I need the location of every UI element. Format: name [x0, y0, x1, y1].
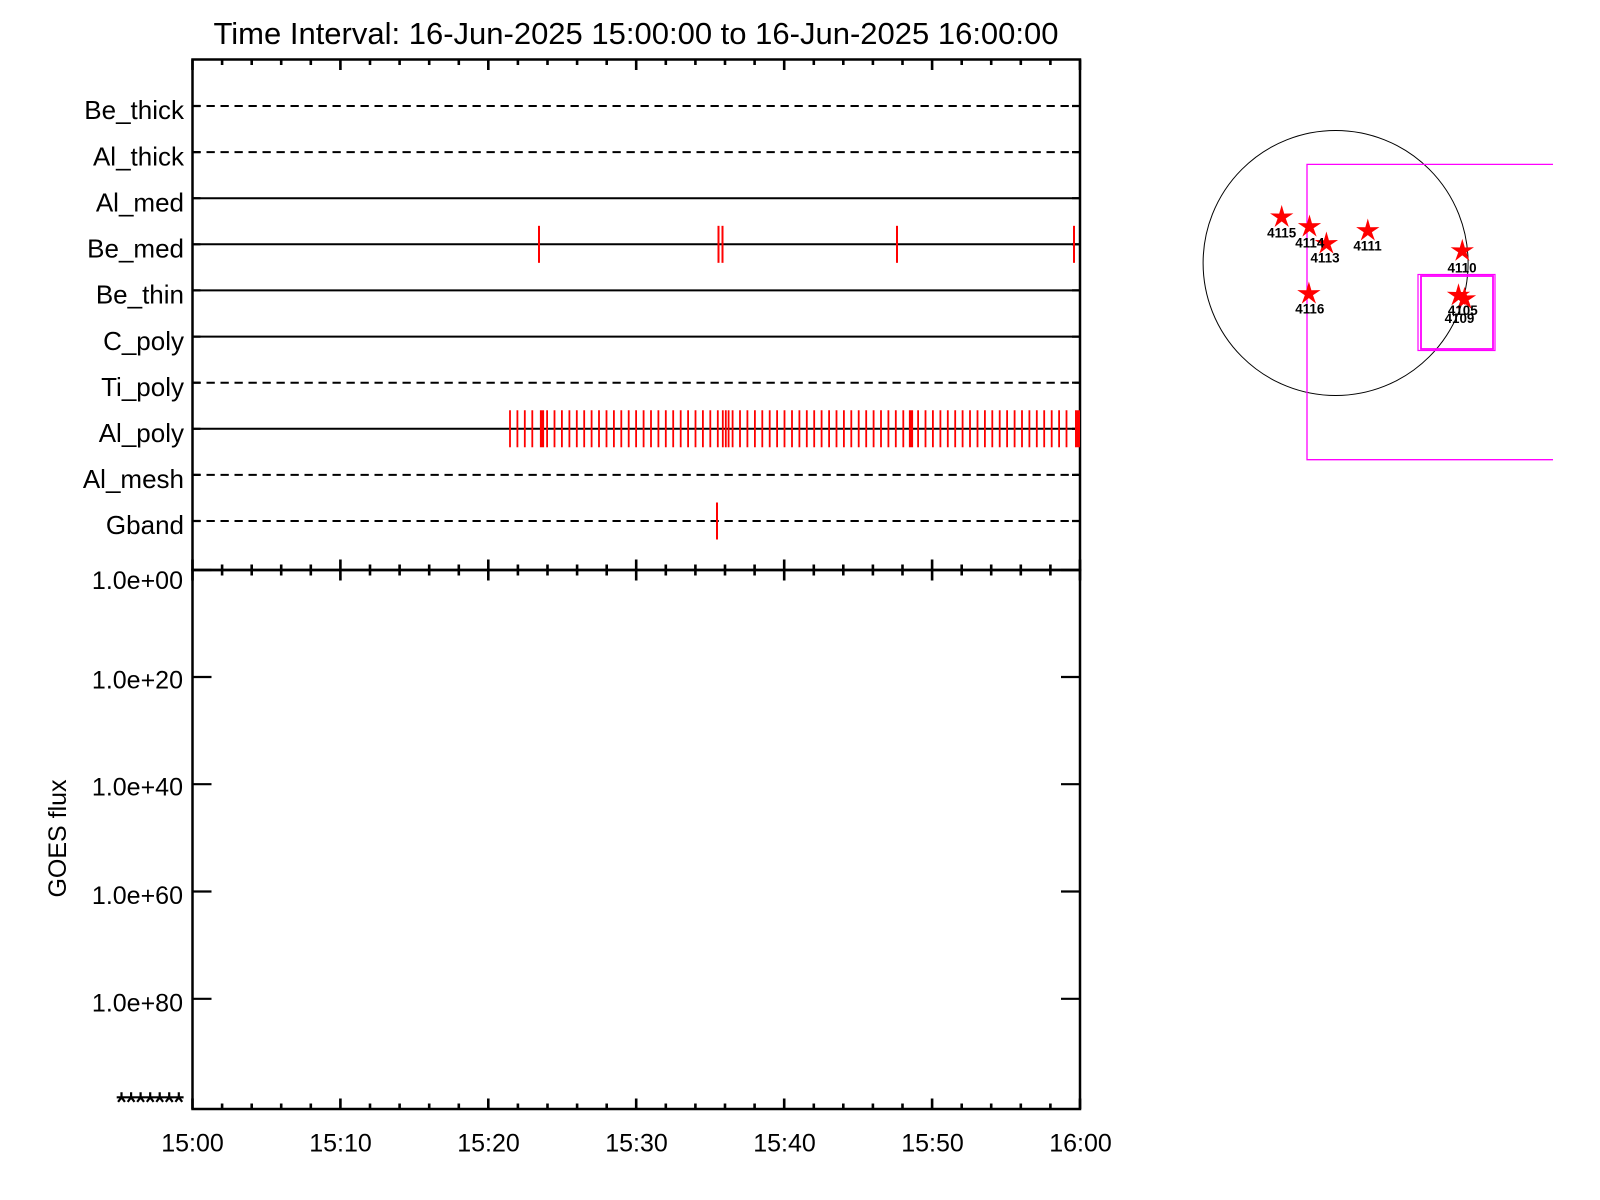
svg-text:15:30: 15:30	[605, 1130, 668, 1158]
svg-text:15:40: 15:40	[753, 1130, 816, 1158]
svg-text:Be_thick: Be_thick	[84, 95, 185, 125]
svg-text:4113: 4113	[1310, 251, 1339, 266]
svg-text:4115: 4115	[1267, 226, 1297, 241]
svg-text:Al_med: Al_med	[96, 187, 184, 217]
svg-text:4111: 4111	[1353, 238, 1382, 253]
svg-text:Al_thick: Al_thick	[93, 141, 185, 171]
svg-text:4116: 4116	[1295, 301, 1324, 316]
svg-text:4110: 4110	[1447, 261, 1476, 276]
svg-text:1.0e+40: 1.0e+40	[92, 774, 183, 802]
svg-text:Time Interval: 16-Jun-2025 15:: Time Interval: 16-Jun-2025 15:00:00 to 1…	[213, 16, 1058, 51]
svg-text:4114: 4114	[1295, 236, 1325, 251]
svg-text:GOES flux: GOES flux	[44, 779, 72, 898]
svg-text:4109: 4109	[1445, 311, 1475, 326]
svg-text:16:00: 16:00	[1049, 1130, 1112, 1158]
svg-text:Be_thin: Be_thin	[96, 280, 184, 310]
svg-text:15:20: 15:20	[457, 1130, 520, 1158]
svg-text:1.0e+20: 1.0e+20	[92, 667, 183, 695]
svg-text:Al_poly: Al_poly	[99, 418, 184, 448]
svg-text:15:10: 15:10	[309, 1130, 372, 1158]
svg-text:1.0e+80: 1.0e+80	[92, 990, 183, 1018]
svg-text:Ti_poly: Ti_poly	[101, 372, 184, 402]
svg-text:Al_mesh: Al_mesh	[83, 464, 184, 494]
svg-text:1.0e+60: 1.0e+60	[92, 882, 183, 910]
svg-text:Gband: Gband	[106, 510, 184, 540]
svg-text:4105: 4105	[1448, 303, 1478, 318]
svg-text:Be_med: Be_med	[87, 234, 184, 264]
svg-text:1.0e+00: 1.0e+00	[92, 567, 183, 595]
svg-text:15:00: 15:00	[161, 1130, 224, 1158]
svg-text:C_poly: C_poly	[103, 326, 184, 356]
svg-text:15:50: 15:50	[901, 1130, 964, 1158]
